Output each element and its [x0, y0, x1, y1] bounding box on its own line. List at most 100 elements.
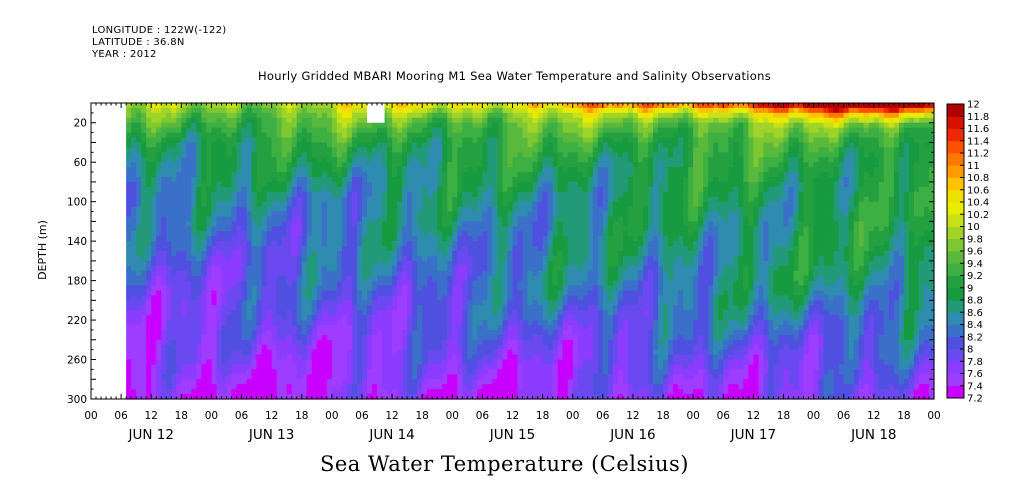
data-cell	[497, 196, 504, 203]
data-cell	[472, 132, 478, 139]
data-cell	[186, 231, 192, 237]
data-cell	[306, 206, 313, 213]
data-cell	[271, 290, 278, 296]
data-cell	[236, 196, 243, 203]
data-cell	[236, 389, 243, 395]
data-cell	[201, 379, 208, 385]
data-cell	[442, 349, 448, 356]
data-cell	[206, 117, 213, 124]
data-cell	[236, 329, 243, 336]
data-cell	[181, 364, 187, 370]
data-cell	[281, 226, 288, 232]
data-cell	[361, 103, 368, 109]
data-cell	[387, 137, 393, 144]
data-cell	[437, 285, 443, 292]
data-cell	[226, 364, 233, 370]
data-cell	[291, 394, 298, 400]
data-cell	[201, 221, 208, 227]
data-cell	[176, 265, 182, 272]
data-cell	[226, 295, 233, 301]
data-cell	[221, 329, 228, 336]
data-cell	[326, 177, 333, 183]
data-cell	[402, 300, 408, 306]
data-cell	[191, 295, 197, 301]
data-cell	[497, 379, 504, 385]
data-cell	[231, 379, 238, 385]
data-cell	[206, 142, 213, 148]
data-cell	[241, 246, 248, 252]
data-cell	[216, 354, 223, 361]
data-cell	[497, 369, 504, 375]
data-cell	[291, 152, 298, 158]
data-cell	[326, 112, 333, 119]
data-cell	[211, 167, 218, 173]
data-cell	[437, 389, 443, 395]
data-cell	[271, 359, 278, 366]
data-cell	[467, 255, 473, 262]
data-cell	[537, 241, 544, 247]
data-cell	[316, 280, 323, 287]
data-cell	[387, 255, 393, 262]
data-cell	[176, 196, 182, 203]
data-cell	[136, 255, 142, 262]
data-cell	[497, 162, 504, 168]
data-cell	[276, 112, 283, 119]
data-cell	[412, 369, 418, 375]
data-cell	[191, 226, 197, 232]
data-cell	[507, 132, 514, 139]
data-cell	[161, 339, 167, 346]
data-cell	[407, 394, 413, 400]
data-cell	[372, 251, 378, 257]
data-cell	[201, 241, 208, 247]
data-cell	[171, 206, 177, 213]
data-cell	[181, 142, 187, 148]
data-cell	[191, 236, 197, 242]
data-cell	[417, 290, 423, 296]
data-cell	[517, 389, 524, 395]
data-cell	[266, 206, 273, 213]
data-cell	[507, 260, 514, 267]
data-cell	[216, 177, 223, 183]
data-cell	[361, 310, 368, 316]
data-cell	[341, 285, 348, 292]
data-cell	[236, 186, 243, 193]
data-cell	[422, 177, 428, 183]
data-cell	[452, 320, 458, 326]
data-cell	[266, 300, 273, 306]
data-cell	[512, 315, 519, 321]
data-cell	[256, 241, 263, 247]
data-cell	[467, 112, 473, 119]
data-cell	[507, 280, 514, 287]
data-cell	[457, 251, 463, 257]
data-cell	[537, 142, 544, 148]
data-cell	[286, 147, 293, 153]
data-cell	[537, 103, 544, 109]
data-cell	[331, 231, 338, 237]
data-cell	[226, 305, 233, 311]
data-cell	[517, 305, 524, 311]
data-cell	[512, 349, 519, 356]
data-cell	[211, 255, 218, 262]
data-cell	[166, 181, 172, 188]
data-cell	[171, 359, 177, 366]
data-cell	[276, 201, 283, 208]
data-cell	[417, 394, 423, 400]
data-cell	[512, 251, 519, 257]
data-cell	[437, 310, 443, 316]
data-cell	[361, 260, 368, 267]
data-cell	[156, 310, 162, 316]
data-cell	[206, 280, 213, 287]
data-cell	[507, 177, 514, 183]
data-cell	[301, 216, 308, 222]
data-cell	[477, 142, 483, 148]
data-cell	[256, 290, 263, 296]
data-cell	[356, 103, 363, 109]
data-cell	[316, 290, 323, 296]
data-cell	[517, 186, 524, 193]
data-cell	[251, 295, 258, 301]
data-cell	[246, 112, 253, 119]
data-cell	[161, 285, 167, 292]
data-cell	[166, 236, 172, 242]
data-cell	[246, 349, 253, 356]
data-cell	[427, 103, 433, 109]
